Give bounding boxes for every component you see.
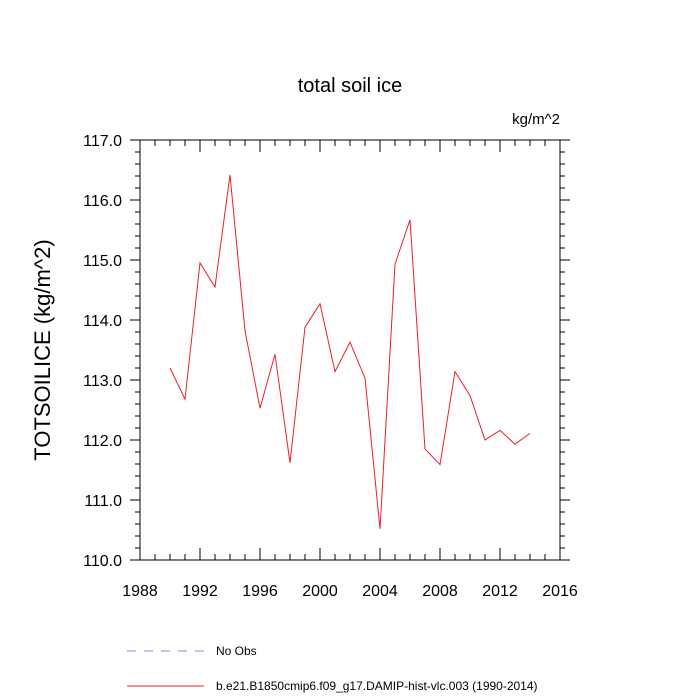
y-tick-label: 117.0	[83, 133, 122, 150]
axis-ticks	[130, 139, 570, 561]
series-layer	[169, 174, 531, 529]
x-tick-label: 2000	[302, 583, 338, 600]
units-label: kg/m^2	[512, 111, 560, 128]
x-tick-label: 1988	[122, 583, 158, 600]
y-axis-label: TOTSOILICE (kg/m^2)	[30, 239, 55, 460]
y-tick-label: 112.0	[83, 433, 122, 450]
x-tick-label: 2012	[482, 583, 518, 600]
chart-title: total soil ice	[298, 75, 403, 97]
y-tick-label: 113.0	[83, 373, 122, 390]
y-tick-label: 110.0	[83, 553, 122, 570]
x-tick-label: 2004	[362, 583, 398, 600]
y-tick-label: 114.0	[83, 313, 122, 330]
y-tick-label: 115.0	[83, 253, 122, 270]
x-tick-label: 1992	[182, 583, 218, 600]
y-tick-label: 111.0	[84, 493, 122, 510]
plot-frame	[139, 139, 561, 561]
legend: No Obs b.e21.B1850cmip6.f09_g17.DAMIP-his…	[127, 644, 538, 693]
y-tick-labels: 110.0 111.0 112.0 113.0 114.0 115.0 116.0 117.0	[83, 133, 122, 570]
series-line	[169, 174, 531, 529]
legend-label: No Obs	[216, 644, 257, 658]
legend-label: b.e21.B1850cmip6.f09_g17.DAMIP-hist-vlc.…	[216, 679, 538, 693]
x-tick-labels: 1988 1992 1996 2000 2004 2008 2012 2016	[122, 583, 578, 600]
x-tick-label: 2016	[542, 583, 578, 600]
y-tick-label: 116.0	[83, 193, 122, 210]
x-tick-label: 1996	[242, 583, 278, 600]
x-tick-label: 2008	[422, 583, 458, 600]
